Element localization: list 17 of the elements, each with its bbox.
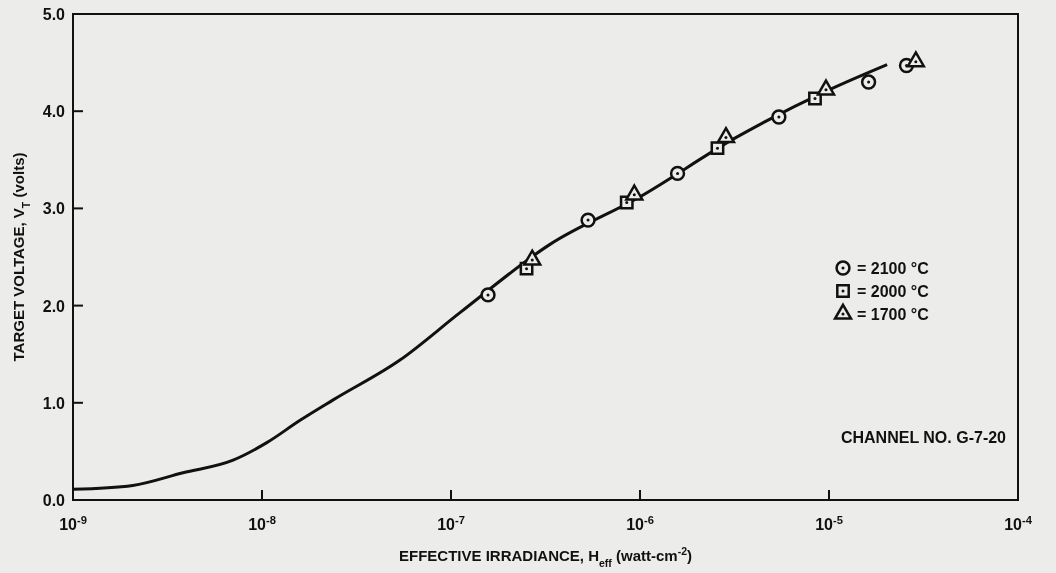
y-tick-label: 3.0: [42, 200, 66, 218]
x-tick-label: 10$^{-9}$: [59, 514, 87, 533]
y-tick-label: 4.0: [42, 103, 66, 121]
legend-label: = 2100 °C: [857, 260, 930, 277]
y-tick-label: 0.0: [42, 492, 66, 509]
annotation: CHANNEL NO. G-7-20: [840, 429, 1007, 446]
x-tick-label: 10$^{-5}$: [815, 514, 843, 533]
x-tick-label: 10$^{-8}$: [248, 514, 276, 533]
x-tick-label: 10$^{-4}$: [1004, 514, 1033, 533]
y-tick-label: 2.0: [42, 297, 66, 315]
y-tick-label: 5.0: [42, 6, 66, 23]
legend-label: = 1700 °C: [857, 306, 930, 323]
x-axis-title: EFFECTIVE IRRADIANCE, H$_{eff}$ (watt-cm$^{-2}$): [398, 545, 693, 569]
y-tick-label: 1.0: [42, 394, 66, 412]
x-tick-label: 10$^{-6}$: [626, 514, 654, 533]
x-tick-label: 10$^{-7}$: [437, 514, 465, 533]
legend-label: = 2000 °C: [857, 283, 930, 300]
